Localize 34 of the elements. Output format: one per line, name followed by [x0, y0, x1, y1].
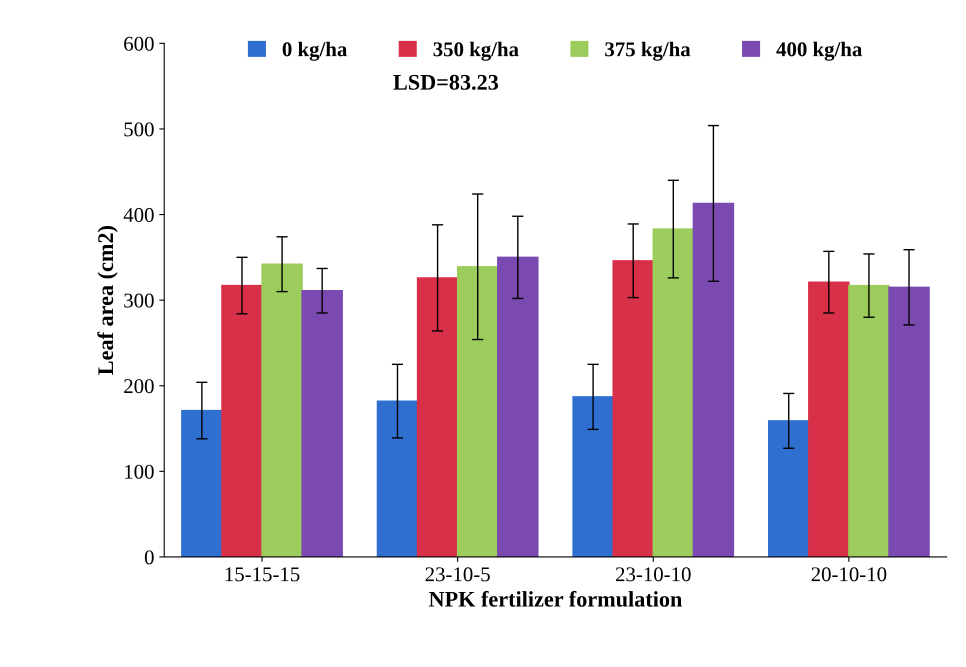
- bar: [221, 284, 263, 557]
- bar: [456, 266, 498, 557]
- legend-label: 400 kg/ha: [776, 42, 862, 61]
- annotation: LSD=83.23: [393, 74, 498, 90]
- y-tick-label: 100: [125, 464, 154, 479]
- bar: [692, 202, 734, 557]
- bar: [572, 396, 614, 557]
- y-tick-label: 200: [124, 379, 154, 394]
- y-tick-label: 300: [124, 294, 154, 308]
- y-axis-title: Leaf area (cm2): [97, 226, 118, 375]
- bar: [848, 284, 890, 557]
- legend-label: 350 kg/ha: [434, 42, 519, 61]
- y-tick-label: 400: [124, 208, 154, 222]
- bar: [376, 400, 418, 557]
- bar: [612, 260, 654, 557]
- x-tick-label: 15-15-15: [226, 567, 300, 582]
- bar: [261, 264, 303, 557]
- x-tick-label: 20-10-10: [812, 567, 886, 582]
- bar: [416, 277, 458, 557]
- legend-label: 0 kg/ha: [282, 42, 348, 61]
- bar: [181, 410, 223, 557]
- bar: [652, 228, 694, 557]
- y-tick-label: 0: [144, 550, 154, 564]
- bar: [497, 256, 539, 557]
- legend-label: 375 kg/ha: [605, 42, 690, 61]
- bar: [768, 420, 810, 557]
- y-tick-label: 500: [124, 122, 154, 136]
- x-tick-label: 23-10-5: [426, 567, 490, 582]
- bar: [888, 286, 930, 557]
- bar: [808, 281, 850, 557]
- bar: [301, 290, 343, 557]
- y-tick-label: 600: [124, 36, 154, 51]
- x-tick-label: 23-10-10: [616, 567, 691, 582]
- x-axis-title: NPK fertilizer formulation: [428, 590, 682, 607]
